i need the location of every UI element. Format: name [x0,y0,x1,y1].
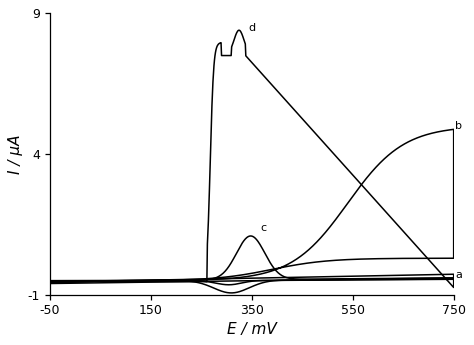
Y-axis label: I / μA: I / μA [9,134,23,174]
X-axis label: E / mV: E / mV [227,322,276,337]
Text: d: d [248,23,255,33]
Text: a: a [455,269,462,279]
Text: b: b [455,121,462,131]
Text: c: c [261,223,267,233]
